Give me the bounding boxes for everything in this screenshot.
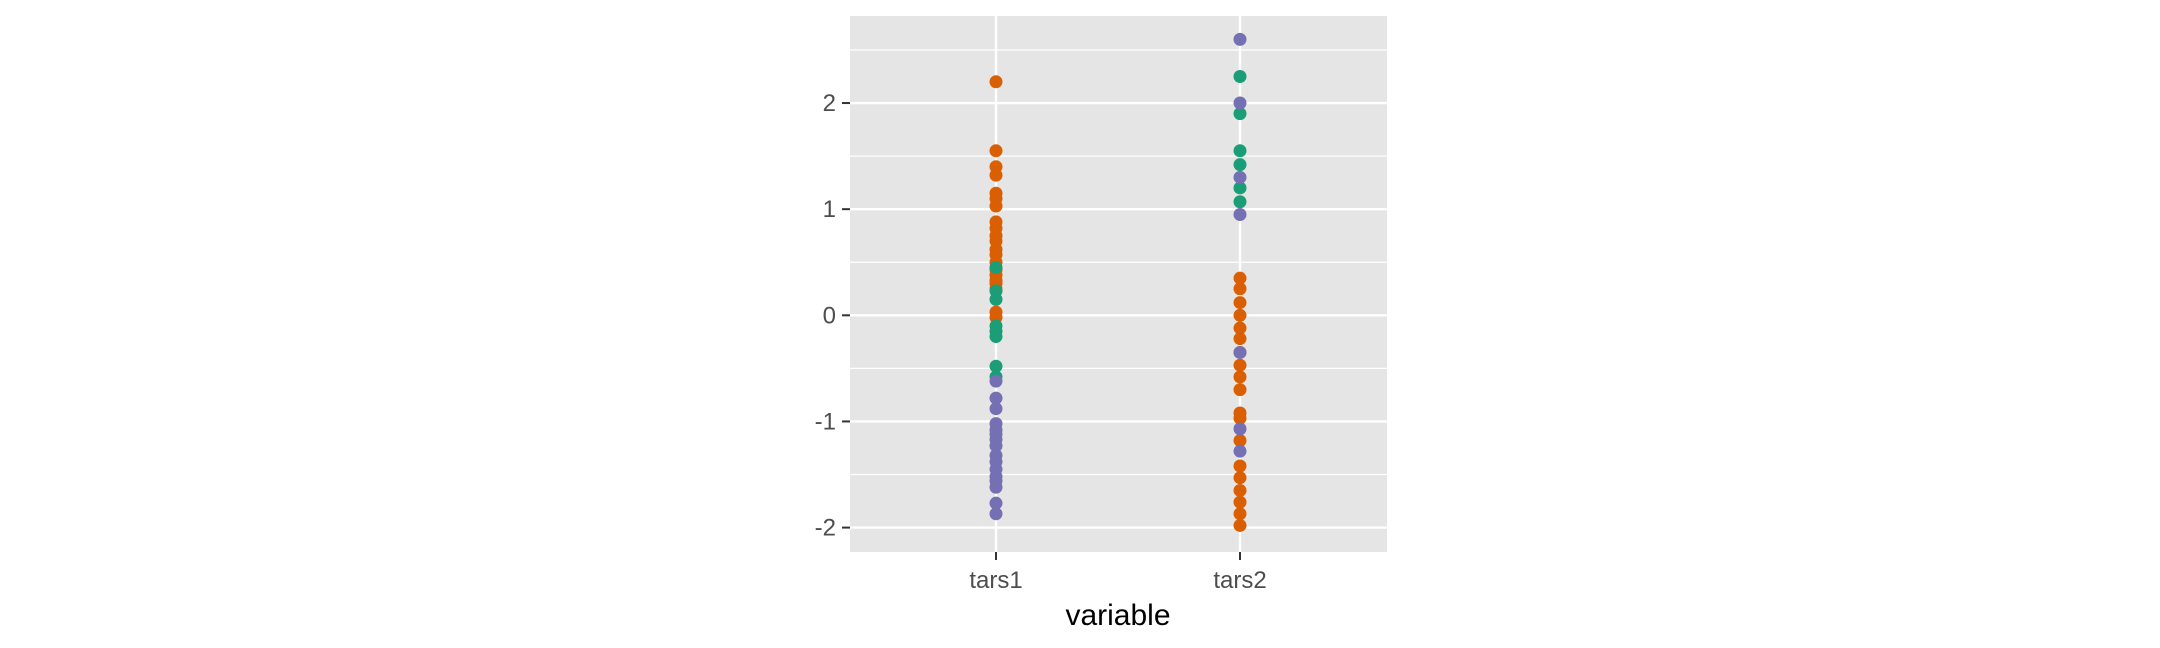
data-point-orange [1233, 308, 1247, 322]
data-point-orange [989, 199, 1003, 213]
data-point-orange [1233, 370, 1247, 384]
panel-background [850, 16, 1387, 552]
data-point-purple [989, 374, 1003, 388]
data-point-green [989, 292, 1003, 306]
data-point-purple [989, 391, 1003, 405]
data-point-green [989, 359, 1003, 373]
y-axis: -2 -1 0 1 2 [815, 90, 850, 542]
y-tick-label: -2 [815, 515, 836, 542]
data-point-purple [989, 480, 1003, 494]
data-point-orange [989, 75, 1003, 89]
data-point-orange [1233, 518, 1247, 532]
data-point-green [1233, 158, 1247, 172]
data-point-purple [989, 507, 1003, 521]
data-point-orange [1233, 459, 1247, 473]
data-points [989, 32, 1247, 532]
data-point-green [1233, 69, 1247, 83]
data-point-purple [1233, 170, 1247, 184]
data-point-purple [989, 402, 1003, 416]
data-point-orange [1233, 282, 1247, 296]
data-point-orange [1233, 321, 1247, 335]
data-point-purple [1233, 207, 1247, 221]
data-point-orange [1233, 471, 1247, 485]
x-tick-label: tars1 [969, 567, 1022, 594]
minor-gridlines [850, 49, 1387, 476]
data-point-purple [1233, 444, 1247, 458]
data-point-green [1233, 181, 1247, 195]
data-point-purple [1233, 422, 1247, 436]
data-point-purple [989, 496, 1003, 510]
data-point-orange [1233, 434, 1247, 448]
data-point-orange [1233, 358, 1247, 372]
data-point-orange [1233, 383, 1247, 397]
x-tick-label: tars2 [1213, 567, 1266, 594]
data-point-orange [1233, 296, 1247, 310]
data-point-green [1233, 107, 1247, 121]
data-point-orange [989, 168, 1003, 182]
data-point-green [1233, 144, 1247, 158]
x-axis-title: variable [1065, 599, 1170, 632]
data-point-purple [1233, 32, 1247, 46]
data-point-orange [1233, 332, 1247, 346]
data-point-green [989, 261, 1003, 275]
data-point-orange [989, 144, 1003, 158]
y-tick-label: -1 [815, 408, 836, 435]
data-point-orange [1233, 271, 1247, 285]
data-point-purple [1233, 96, 1247, 110]
data-point-orange [1233, 507, 1247, 521]
data-point-green [989, 330, 1003, 344]
y-tick-label: 1 [823, 196, 836, 223]
x-axis: tars1 tars2 [969, 552, 1267, 594]
data-point-purple [1233, 345, 1247, 359]
data-point-orange [1233, 411, 1247, 425]
data-point-orange [1233, 483, 1247, 497]
data-point-green [1233, 195, 1247, 209]
data-point-orange [1233, 495, 1247, 509]
data-point-purple [989, 439, 1003, 453]
y-tick-label: 2 [823, 90, 836, 117]
y-tick-label: 0 [823, 302, 836, 329]
